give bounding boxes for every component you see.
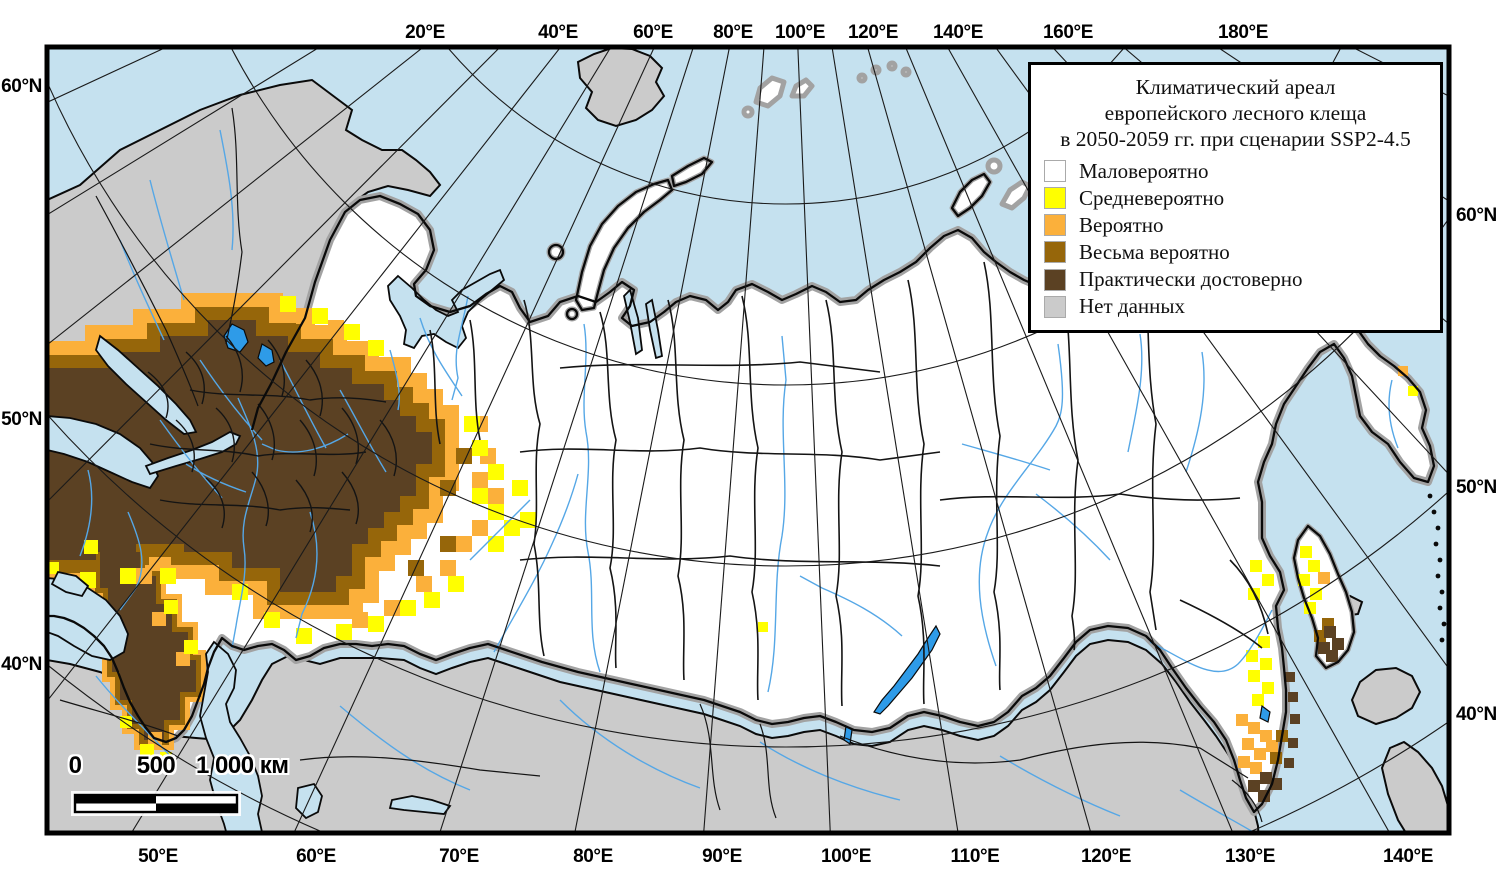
legend: Климатический ареал европейского лесного…: [1028, 62, 1443, 334]
legend-title-line: европейского лесного клеща: [1104, 101, 1367, 126]
coastlines: [49, 156, 1447, 814]
lake-ladoga: [223, 323, 249, 353]
axis-label-top: 40°E: [538, 22, 578, 43]
axis-label-bottom: 50°E: [138, 846, 178, 867]
axis-label-bottom: 140°E: [1383, 846, 1433, 867]
axis-label-top: 120°E: [848, 22, 898, 43]
axis-label-top: 80°E: [713, 22, 753, 43]
sea-of-azov: [50, 570, 90, 598]
axis-label-bottom: 60°E: [296, 846, 336, 867]
axis-label-right: 40°N: [1456, 704, 1497, 725]
legend-item: Нет данных: [1044, 295, 1440, 318]
legend-item: Практически достоверно: [1044, 267, 1440, 292]
white-sea: [387, 268, 506, 350]
axis-label-right: 60°N: [1456, 205, 1497, 226]
legend-item: Средневероятно: [1044, 185, 1440, 210]
scale-label-1000km: 1 000 км: [196, 752, 289, 779]
legend-swatch: [1044, 187, 1066, 210]
franz-josef-4: [900, 66, 912, 78]
scale-label-500: 500: [136, 752, 176, 779]
lake-balkhash: [388, 795, 452, 815]
axis-label-top: 140°E: [933, 22, 983, 43]
taz-gulf: [645, 298, 664, 360]
map-frame: [44, 44, 1452, 836]
axis-label-left: 60°N: [1, 76, 42, 97]
ob-gulf: [623, 288, 643, 356]
hokkaido-land: [1350, 666, 1422, 726]
arctic-islet-1: [985, 157, 1003, 175]
iceland-land: [576, 49, 666, 128]
legend-swatch: [1044, 268, 1066, 291]
lake-khanka: [1259, 704, 1271, 723]
legend-item-label: Практически достоверно: [1079, 267, 1303, 292]
axis-label-top: 100°E: [775, 22, 825, 43]
axis-label-bottom: 70°E: [439, 846, 479, 867]
south-land: [49, 638, 1260, 831]
water-overlays: [49, 268, 664, 831]
legend-item-label: Маловероятно: [1079, 158, 1209, 183]
legend-title: Климатический ареал европейского лесного…: [1039, 74, 1432, 153]
franz-josef-1: [856, 72, 868, 84]
legend-item: Маловероятно: [1044, 158, 1440, 183]
kuril-chain-dots: [1427, 493, 1447, 643]
legend-title-line: в 2050-2059 гг. при сценарии SSP2-4.5: [1060, 127, 1411, 152]
axis-label-bottom: 80°E: [573, 846, 613, 867]
baltic-sea: [49, 415, 160, 490]
legend-item-label: Нет данных: [1079, 294, 1186, 319]
axis-label-top: 20°E: [405, 22, 445, 43]
legend-swatch: [1044, 160, 1066, 183]
axis-label-right: 50°N: [1456, 477, 1497, 498]
legend-item-label: Средневероятно: [1079, 185, 1225, 210]
legend-item: Весьма вероятно: [1044, 239, 1440, 264]
scale-bar-graphic: [71, 791, 241, 816]
axis-label-top: 160°E: [1043, 22, 1093, 43]
lake-onega: [257, 343, 275, 367]
svalbard-2: [789, 77, 815, 99]
axis-label-bottom: 90°E: [702, 846, 742, 867]
legend-swatch: [1044, 295, 1066, 318]
legend-item: Вероятно: [1044, 212, 1440, 237]
franz-josef-3: [886, 60, 898, 72]
axis-label-bottom: 110°E: [950, 846, 1000, 867]
axis-label-top: 180°E: [1218, 22, 1268, 43]
legend-title-line: Климатический ареал: [1135, 75, 1336, 99]
caspian-sea: [199, 640, 263, 831]
svalbard-3: [741, 105, 755, 119]
black-sea: [49, 577, 129, 661]
legend-swatch: [1044, 214, 1066, 237]
scale-label-zero: 0: [68, 752, 82, 779]
medium-probable-cells: [49, 296, 1418, 764]
legend-item-label: Вероятно: [1079, 212, 1164, 237]
admin-borders: [59, 107, 1269, 823]
axis-label-top: 60°E: [633, 22, 673, 43]
axis-label-left: 40°N: [1, 654, 42, 675]
axis-label-bottom: 100°E: [821, 846, 871, 867]
axis-label-bottom: 120°E: [1081, 846, 1131, 867]
honshu-land: [1380, 740, 1447, 831]
gulf-of-bothnia: [95, 334, 198, 435]
svalbard-1: [753, 75, 787, 109]
axis-label-left: 50°N: [1, 409, 42, 430]
gulf-of-finland: [144, 431, 242, 476]
legend-item-label: Весьма вероятно: [1079, 239, 1230, 264]
axis-label-bottom: 130°E: [1225, 846, 1275, 867]
legend-swatch: [1044, 241, 1066, 264]
rivers: [79, 129, 1399, 831]
